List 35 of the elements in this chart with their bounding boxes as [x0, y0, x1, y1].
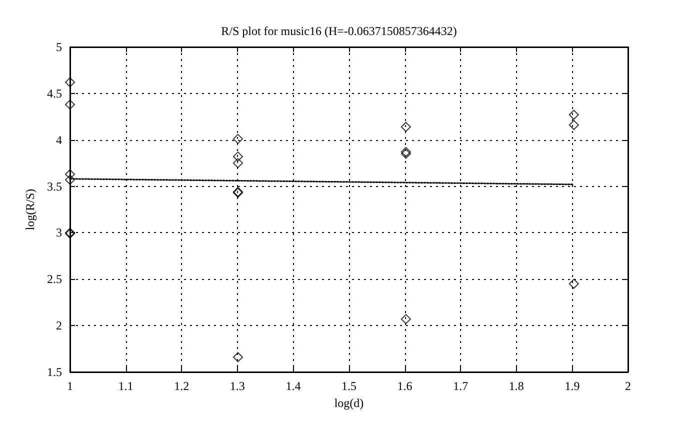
point: [232, 352, 243, 362]
point: [232, 158, 243, 168]
x-tick-label: 1.2: [174, 379, 190, 393]
point: [232, 134, 243, 144]
x-tick-label: 1.6: [397, 379, 412, 393]
x-tick-label: 1.7: [453, 379, 468, 393]
x-tick-label: 1.1: [118, 379, 134, 393]
x-axis-title: log(d): [334, 396, 364, 410]
point: [65, 174, 75, 185]
point: [232, 152, 243, 162]
y-tick-label: 5: [56, 40, 62, 54]
point: [65, 77, 75, 88]
x-tick-label: 1.4: [286, 379, 301, 393]
y-tick-label: 2.5: [47, 272, 62, 286]
y-tick-label: 1.5: [47, 365, 62, 379]
point: [568, 278, 579, 289]
x-tick-label: 1.3: [230, 379, 245, 393]
point: [400, 314, 411, 324]
y-axis-title: log(R/S): [23, 188, 38, 230]
point: [65, 100, 75, 110]
point: [568, 110, 579, 120]
x-tick-label: 2: [625, 379, 631, 393]
point: [400, 122, 411, 132]
y-tick-label: 4.5: [47, 86, 62, 100]
x-tick-label: 1: [67, 379, 73, 393]
y-tick-label: 3.5: [47, 179, 62, 194]
x-tick-label: 1.9: [564, 379, 580, 393]
chart-title: R/S plot for music16 (H=-0.0637150857364432): [221, 24, 457, 38]
point: [568, 120, 579, 130]
y-tick-label: 4: [56, 132, 62, 147]
point: [65, 169, 75, 180]
y-tick-label: 2: [56, 318, 62, 333]
x-tick-label: 1.8: [508, 379, 524, 393]
y-tick-label: 3: [56, 226, 62, 240]
x-tick-label: 1.5: [342, 379, 356, 393]
